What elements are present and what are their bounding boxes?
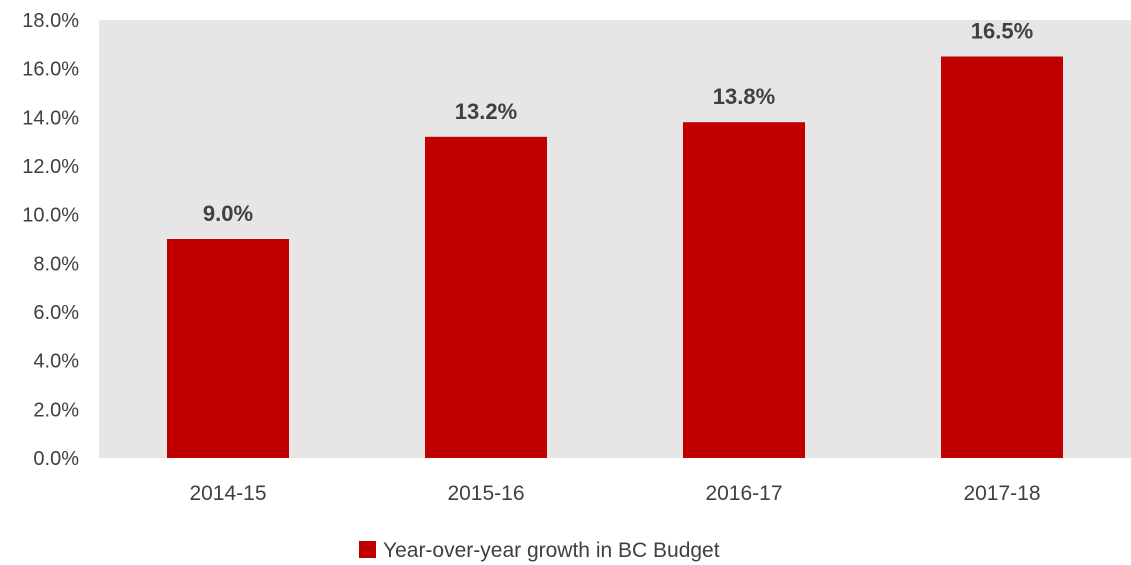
bar [683,122,805,458]
y-tick-label: 18.0% [22,10,79,32]
data-label: 13.8% [713,84,775,109]
x-axis: 2014-15 2015-16 2016-17 2017-18 [189,482,1040,505]
bar [941,56,1063,458]
y-tick-label: 10.0% [22,205,79,227]
bar [167,239,289,458]
y-tick-label: 12.0% [22,156,79,178]
y-tick-label: 6.0% [33,302,79,324]
y-tick-label: 2.0% [33,399,79,421]
data-label: 16.5% [971,19,1033,44]
bar [425,136,547,459]
legend-swatch [359,541,376,558]
y-tick-label: 0.0% [33,448,79,470]
bars-group: 9.0% 13.2% 13.8% 16.5% [167,19,1063,459]
data-label: 9.0% [203,201,253,226]
data-label: 13.2% [455,99,517,124]
x-tick-label: 2016-17 [705,482,782,505]
x-tick-label: 2015-16 [447,482,524,505]
x-tick-label: 2017-18 [963,482,1040,505]
x-tick-label: 2014-15 [189,482,266,505]
legend-label: Year-over-year growth in BC Budget [383,539,720,562]
y-tick-label: 14.0% [22,107,79,129]
y-axis: 0.0% 2.0% 4.0% 6.0% 8.0% 10.0% 12.0% 14.0% 16.0%… [22,10,79,470]
y-tick-label: 16.0% [22,59,79,81]
legend: Year-over-year growth in BC Budget [359,539,720,562]
y-tick-label: 4.0% [33,351,79,373]
y-tick-label: 8.0% [33,253,79,275]
